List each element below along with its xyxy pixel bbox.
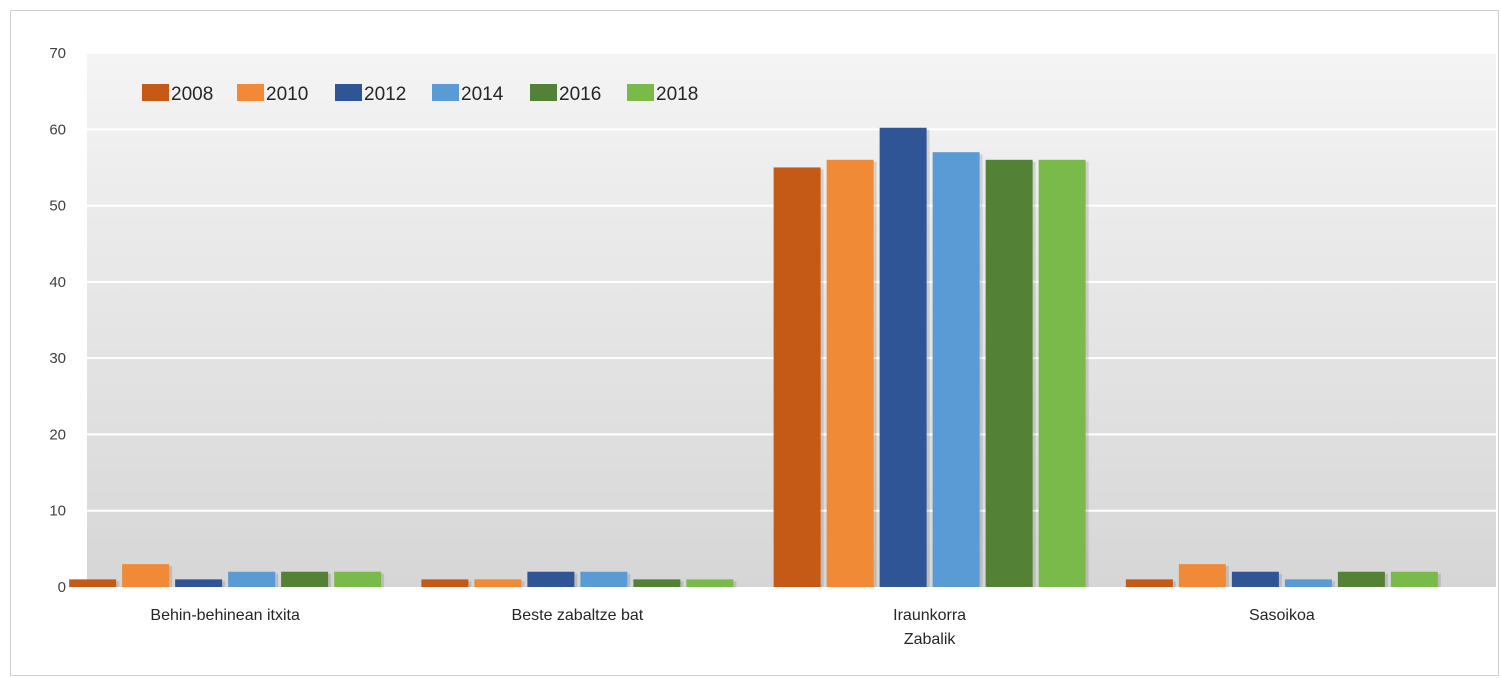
legend-swatch-2012	[335, 84, 362, 101]
legend-swatch-2008	[142, 84, 169, 101]
bar-2014-0	[228, 571, 276, 587]
bar-2014-3	[1284, 579, 1332, 587]
legend-label-2010: 2010	[266, 84, 308, 105]
bar-2014-2	[932, 152, 980, 587]
y-tick-label: 10	[49, 503, 66, 520]
legend-label-2018: 2018	[656, 84, 698, 105]
bar-2008-0	[69, 579, 117, 587]
bar-2016-1	[633, 579, 681, 587]
bar-2018-1	[686, 579, 734, 587]
bar-2018-3	[1390, 571, 1438, 587]
legend-swatch-2018	[627, 84, 654, 101]
bar-2012-2	[879, 127, 927, 587]
y-tick-label: 70	[49, 45, 66, 62]
y-axis-ticks: 0 10 20 30 40 50 60 70	[49, 45, 66, 596]
bar-2016-2	[985, 159, 1033, 588]
x-axis-categories: Behin-behinean itxita Beste zabaltze bat I…	[150, 607, 1314, 648]
x-category-label: Behin-behinean itxita	[150, 607, 300, 624]
y-tick-label: 60	[49, 121, 66, 138]
bar-2010-1	[474, 579, 522, 587]
x-category-label: Sasoikoa	[1249, 607, 1315, 624]
bar-2018-2	[1038, 159, 1086, 588]
y-tick-label: 50	[49, 198, 66, 215]
legend-swatch-2014	[432, 84, 459, 101]
legend: 2008 2010 2012 2014 2016 2018	[142, 84, 698, 105]
bar-2018-0	[334, 571, 382, 587]
x-category-label: Zabalik	[904, 631, 957, 648]
bar-2012-0	[175, 579, 223, 587]
bar-2016-0	[281, 571, 329, 587]
bar-2008-1	[421, 579, 469, 587]
bar-2008-3	[1125, 579, 1173, 587]
x-category-label: Beste zabaltze bat	[512, 607, 644, 624]
bars	[69, 127, 1441, 588]
bar-2010-0	[122, 564, 170, 587]
bar-2008-2	[773, 167, 821, 587]
legend-label-2012: 2012	[364, 84, 406, 105]
bar-2010-2	[826, 159, 874, 588]
legend-label-2016: 2016	[559, 84, 601, 105]
bar-2012-1	[527, 571, 575, 587]
legend-label-2008: 2008	[171, 84, 213, 105]
bar-2010-3	[1178, 564, 1226, 587]
y-tick-label: 0	[58, 579, 66, 596]
y-tick-label: 40	[49, 274, 66, 291]
bar-2016-3	[1337, 571, 1385, 587]
legend-label-2014: 2014	[461, 84, 504, 105]
y-tick-label: 20	[49, 426, 66, 443]
legend-swatch-2016	[530, 84, 557, 101]
y-tick-label: 30	[49, 350, 66, 367]
x-category-label: Iraunkorra	[893, 607, 966, 624]
bar-2012-3	[1231, 571, 1279, 587]
bar-2014-1	[580, 571, 628, 587]
legend-swatch-2010	[237, 84, 264, 101]
